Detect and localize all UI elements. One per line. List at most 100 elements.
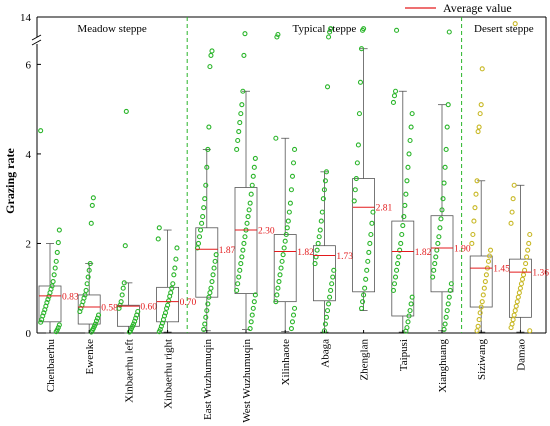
data-point [401, 214, 407, 220]
data-point [317, 227, 323, 233]
data-point [481, 285, 487, 291]
data-point [206, 294, 212, 300]
data-point [77, 308, 83, 315]
x-category-label: Siziwang [476, 339, 488, 380]
data-point [520, 272, 527, 278]
data-point [201, 205, 207, 211]
data-point [407, 308, 413, 314]
data-point [245, 214, 251, 220]
data-point [208, 285, 214, 291]
data-point [324, 308, 331, 314]
data-point [430, 274, 436, 280]
data-point [391, 281, 398, 287]
data-point [248, 191, 254, 197]
data-point [247, 200, 253, 206]
data-point [234, 146, 240, 152]
data-point [445, 102, 451, 108]
mean-value-label: 1.82 [415, 248, 432, 258]
data-point [318, 218, 324, 224]
data-point [55, 240, 61, 246]
data-point [394, 267, 400, 273]
data-point [403, 191, 409, 197]
data-point [207, 64, 213, 70]
data-point [369, 220, 375, 226]
data-point [436, 234, 442, 240]
data-point [291, 305, 298, 311]
data-point [524, 254, 530, 260]
data-point [240, 247, 246, 253]
data-point [392, 88, 399, 94]
data-point [358, 305, 365, 311]
data-point [483, 272, 489, 278]
data-point [289, 173, 296, 179]
data-point [236, 128, 242, 135]
data-point [290, 160, 297, 166]
data-point [510, 317, 516, 323]
data-point [249, 182, 255, 188]
data-point [39, 317, 45, 323]
data-point [199, 220, 205, 226]
data-point [172, 265, 178, 271]
iqr-box [117, 304, 140, 327]
data-point [90, 195, 96, 201]
data-point [351, 198, 357, 204]
data-point [132, 318, 138, 324]
data-point [517, 285, 523, 291]
data-point [444, 308, 450, 314]
data-point [194, 245, 200, 251]
x-category-label: Damao [515, 339, 527, 371]
y-break-mark-upper [31, 34, 42, 41]
data-point [473, 191, 479, 197]
data-point [289, 319, 296, 325]
data-point [251, 164, 257, 170]
data-point [511, 312, 517, 318]
data-point [477, 111, 483, 117]
data-point [515, 294, 521, 300]
data-point [391, 93, 398, 99]
x-category-label: Chenbaerhu [45, 339, 57, 393]
data-point [398, 240, 404, 247]
data-point [50, 278, 56, 285]
data-point [94, 315, 101, 321]
data-point [205, 301, 211, 307]
data-point [407, 137, 413, 144]
data-point [400, 223, 406, 229]
data-point [434, 247, 440, 253]
data-point [207, 290, 213, 296]
data-point [472, 205, 478, 211]
data-point [328, 287, 334, 294]
data-point [368, 231, 374, 238]
data-point [479, 299, 485, 305]
data-point [234, 287, 240, 294]
data-point [275, 31, 281, 38]
data-point [365, 258, 371, 264]
data-point [169, 285, 175, 291]
data-point [409, 111, 415, 117]
y-break-mark-lower [31, 39, 42, 46]
site-west-wuzhumuqin: 2.30 West Wuzhumuqin [234, 31, 275, 423]
data-point [54, 249, 60, 255]
y-tick-label: 2 [26, 238, 32, 250]
legend: Average value [405, 1, 512, 15]
mean-value-label: 1.36 [532, 269, 549, 279]
group-label: Typical steppe [293, 23, 357, 35]
data-point [390, 287, 397, 294]
mean-value-label: 1.45 [493, 265, 510, 275]
data-point [251, 299, 257, 305]
data-point [273, 299, 279, 305]
data-point [322, 321, 328, 327]
data-point [85, 274, 91, 280]
data-point [202, 321, 208, 327]
data-point [523, 261, 529, 267]
data-point [248, 319, 254, 325]
data-point [527, 328, 533, 334]
data-point [475, 323, 481, 329]
data-point [238, 111, 244, 117]
data-point [285, 218, 291, 224]
data-point [287, 200, 293, 206]
data-point [252, 292, 258, 298]
data-point [239, 102, 245, 108]
site-xilinhaote: 1.82 Xilinhaote [273, 31, 314, 385]
data-point [88, 220, 94, 226]
